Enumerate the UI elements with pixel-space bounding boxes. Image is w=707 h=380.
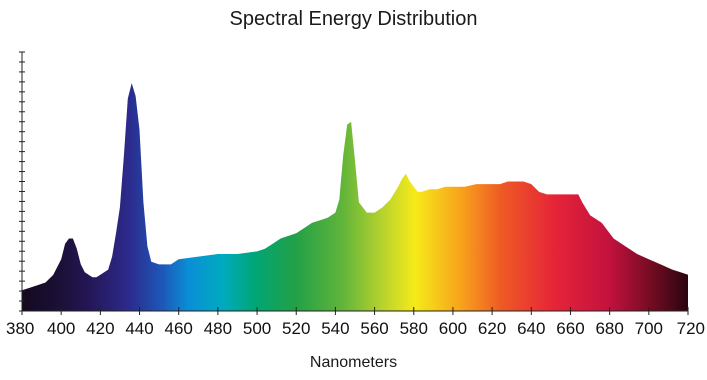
y-axis [19,51,25,312]
x-tick-label: 400 [47,319,75,338]
x-tick-label: 440 [125,319,153,338]
x-tick-label: 580 [400,319,428,338]
x-tick-label: 620 [478,319,506,338]
x-tick-label: 720 [677,319,705,338]
x-tick-label: 380 [6,319,34,338]
x-axis-label: Nanometers [309,354,398,371]
x-tick-label: 520 [282,319,310,338]
spectrum-area [22,83,688,311]
x-tick-label: 480 [204,319,232,338]
chart-title: Spectral Energy Distribution [229,8,478,30]
x-axis: 380 400 420 440 460 480 500 520 540 560 580 600 620 6… [6,307,705,338]
x-tick-label: 540 [321,319,349,338]
x-tick-label: 700 [635,319,663,338]
x-tick-label: 660 [556,319,584,338]
x-tick-label: 420 [86,319,114,338]
spectrum-fill [22,83,688,311]
x-tick-label: 600 [439,319,467,338]
x-tick-label: 640 [517,319,545,338]
x-tick-label: 680 [595,319,623,338]
x-tick-label: 460 [165,319,193,338]
x-tick-label: 560 [360,319,388,338]
x-tick-label: 500 [243,319,271,338]
